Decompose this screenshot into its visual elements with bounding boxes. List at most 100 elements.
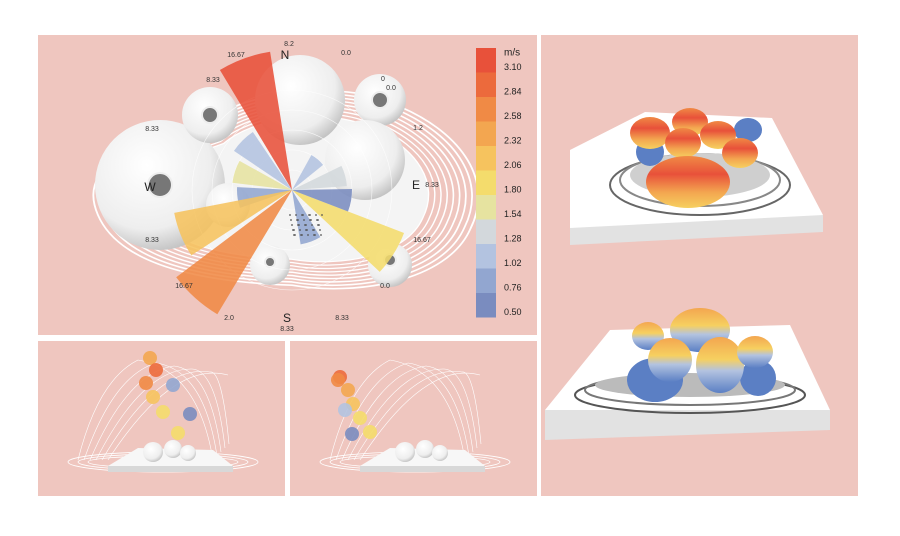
- rose-label: 16.67: [175, 283, 193, 290]
- legend-swatch: [476, 48, 496, 73]
- probe-point: [310, 219, 312, 221]
- legend-label: 1.28: [504, 233, 522, 243]
- slab-side: [545, 410, 830, 440]
- rose-label: 0: [381, 76, 385, 83]
- probe-point: [301, 234, 303, 236]
- sun-position: [345, 427, 359, 441]
- sun-arc: [77, 359, 139, 461]
- sun-position: [139, 376, 153, 390]
- rose-label: 8.33: [335, 315, 349, 322]
- sun-arc: [95, 368, 193, 461]
- rose-label: 0.0: [380, 283, 390, 290]
- wind-petal: [292, 155, 324, 190]
- legend-swatch: [476, 97, 496, 122]
- legend-swatch: [476, 72, 496, 97]
- probe-point: [309, 214, 311, 216]
- slab-side: [360, 466, 485, 472]
- probe-point: [295, 214, 297, 216]
- dome: [632, 322, 664, 350]
- slab-side: [570, 215, 823, 245]
- probe-point: [294, 234, 296, 236]
- sun-arc: [209, 371, 230, 445]
- dome: [648, 338, 692, 382]
- sun-position: [363, 425, 377, 439]
- compass-n: N: [281, 48, 290, 62]
- rose-label: 8.33: [145, 126, 159, 133]
- dome: [722, 138, 758, 168]
- legend-swatch: [476, 268, 496, 293]
- probe-point: [321, 214, 323, 216]
- rose-label: 1.2: [413, 125, 423, 132]
- legend-label: 0.76: [504, 282, 522, 292]
- wind-petal: [232, 160, 292, 190]
- rose-label: 8.2: [284, 41, 294, 48]
- building: [164, 440, 182, 458]
- probe-point: [314, 234, 316, 236]
- probe-point: [318, 224, 320, 226]
- sun-arc: [341, 365, 427, 461]
- sun-arc: [389, 359, 466, 461]
- sun-position: [331, 373, 345, 387]
- rose-label: 8.33: [206, 77, 220, 84]
- dome: [630, 117, 670, 149]
- legend-swatch: [476, 170, 496, 195]
- sun-path-2: [319, 359, 511, 473]
- legend-swatch: [476, 146, 496, 171]
- rose-label: 16.67: [227, 52, 245, 59]
- sun-arc: [335, 362, 409, 461]
- sun-path-1: [67, 351, 259, 473]
- wind-petal: [219, 51, 292, 190]
- compass-w: W: [144, 180, 156, 194]
- probe-point: [302, 214, 304, 216]
- legend-swatch: [476, 244, 496, 269]
- sun-arc: [443, 368, 478, 449]
- probe-point: [306, 229, 308, 231]
- rose-label: 8.33: [425, 182, 439, 189]
- wind-petal: [233, 131, 292, 190]
- sun-arc: [83, 362, 157, 461]
- dome: [700, 121, 736, 149]
- slab-side: [108, 466, 233, 472]
- wind-rose: [174, 51, 405, 315]
- sun-position: [341, 383, 355, 397]
- wind-petal: [176, 190, 292, 315]
- sun-position: [146, 390, 160, 404]
- legend-label: 2.58: [504, 111, 522, 121]
- sun-arc: [155, 362, 218, 457]
- model-bottom: [545, 308, 830, 440]
- sun-arc: [353, 371, 463, 461]
- legend-label: 1.54: [504, 209, 522, 219]
- rose-ring: [191, 89, 393, 291]
- probe-point: [305, 224, 307, 226]
- sun-arc: [89, 365, 175, 461]
- legend-label: 2.32: [504, 135, 522, 145]
- probe-point: [298, 224, 300, 226]
- building-core: [264, 256, 276, 268]
- legend-swatch: [476, 195, 496, 220]
- wind-petal: [292, 165, 347, 190]
- sun-arc: [191, 368, 226, 449]
- wind-petal: [292, 190, 405, 272]
- building-core: [201, 106, 219, 124]
- probe-point: [289, 214, 291, 216]
- sun-arc: [425, 365, 474, 453]
- probe-point: [299, 229, 301, 231]
- sun-position: [166, 378, 180, 392]
- legend-label: 1.02: [504, 258, 522, 268]
- probe-point: [297, 219, 299, 221]
- legend-label: 2.06: [504, 160, 522, 170]
- model-top: [570, 108, 823, 245]
- wind-petal: [174, 190, 292, 256]
- rose-label: 0.0: [341, 50, 351, 57]
- sun-arc: [173, 365, 222, 453]
- sun-arc: [407, 362, 470, 457]
- building-core: [147, 172, 173, 198]
- dome: [665, 128, 701, 158]
- probe-point: [311, 224, 313, 226]
- probe-point: [315, 214, 317, 216]
- probe-point: [313, 229, 315, 231]
- wind-rose-labels: N E S W 16.678.20.08.33 00.08.33 1.28.338.…: [144, 41, 439, 333]
- probe-point: [317, 219, 319, 221]
- compass-s: S: [283, 311, 291, 325]
